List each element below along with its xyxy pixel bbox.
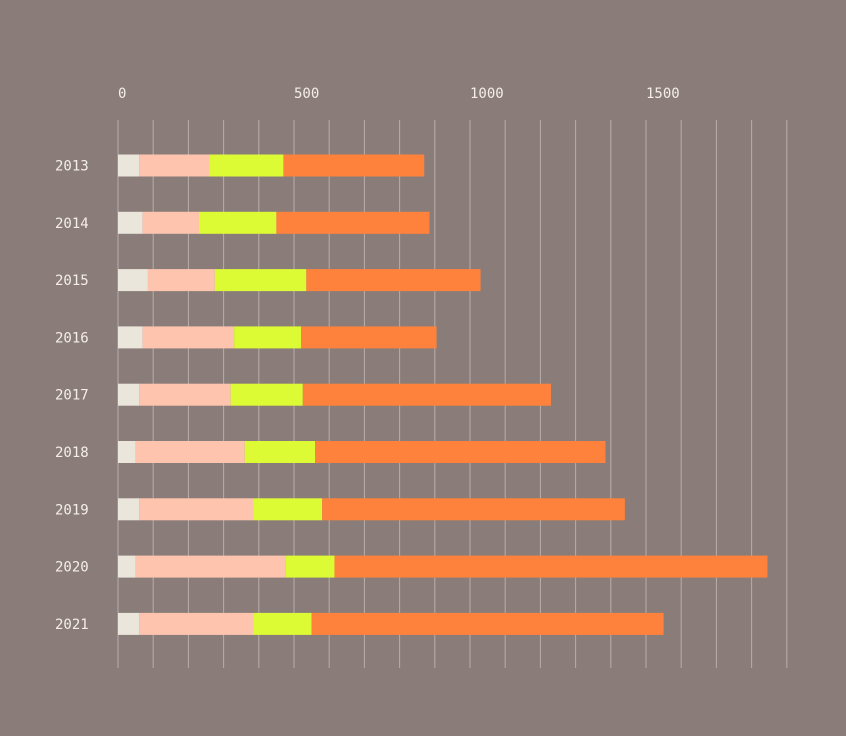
bar-segment <box>315 441 606 463</box>
bar-segment <box>118 441 136 463</box>
bar-segment <box>135 441 245 463</box>
category-label: 2013 <box>55 159 89 175</box>
bar-segment <box>118 211 143 234</box>
bar-group <box>118 211 430 234</box>
bar-segment <box>118 269 148 292</box>
bar-segment <box>301 326 437 349</box>
bar-group <box>118 612 664 635</box>
bar-segment <box>118 612 140 635</box>
bar-group <box>118 441 606 463</box>
bar-segment <box>322 498 625 521</box>
bar-segment <box>302 383 551 406</box>
bar-group <box>118 154 425 177</box>
x-tick-label: 0 <box>118 86 126 102</box>
bar-segment <box>118 555 136 578</box>
bar-segment <box>118 154 140 177</box>
bar-segment <box>198 211 277 234</box>
category-label: 2018 <box>55 445 89 461</box>
bar-segment <box>209 154 284 177</box>
bar-segment <box>135 555 286 578</box>
x-tick-label: 1500 <box>646 86 680 102</box>
bar-segment <box>311 612 664 635</box>
category-label: 2020 <box>55 560 89 576</box>
bar-segment <box>244 441 316 463</box>
category-label: 2016 <box>55 330 89 346</box>
x-tick-label: 500 <box>294 86 319 102</box>
bar-segment <box>253 612 312 635</box>
x-axis-ticks: 0 500 1000 1500 <box>118 86 680 102</box>
bar-group <box>118 555 768 578</box>
bar-segment <box>147 269 215 292</box>
bar-segment <box>118 326 143 349</box>
bar-group <box>118 326 437 349</box>
bar-segment <box>253 498 323 521</box>
x-tick-label: 1000 <box>470 86 504 102</box>
bar-segment <box>142 326 235 349</box>
bar-group <box>118 498 625 521</box>
category-label: 2019 <box>55 502 89 518</box>
category-label: 2017 <box>55 388 89 404</box>
bars <box>118 154 768 635</box>
bar-segment <box>306 269 481 292</box>
bar-segment <box>334 555 768 578</box>
bar-segment <box>118 498 140 521</box>
category-label: 2014 <box>55 216 89 232</box>
category-label: 2015 <box>55 273 89 289</box>
bar-segment <box>234 326 302 349</box>
bar-segment <box>214 269 307 292</box>
bar-segment <box>118 383 140 406</box>
bar-group <box>118 269 481 292</box>
bar-segment <box>139 383 231 406</box>
bar-group <box>118 383 551 406</box>
bar-segment <box>139 498 254 521</box>
bar-segment <box>276 211 430 234</box>
bar-segment <box>139 154 210 177</box>
bar-segment <box>283 154 425 177</box>
bar-segment <box>139 612 254 635</box>
category-label: 2021 <box>55 617 89 633</box>
bar-segment <box>230 383 303 406</box>
bar-segment <box>142 211 199 234</box>
bar-segment <box>285 555 335 578</box>
y-axis-categories: 2013 2014 2015 2016 2017 2018 2019 2020 2021 <box>55 159 89 633</box>
